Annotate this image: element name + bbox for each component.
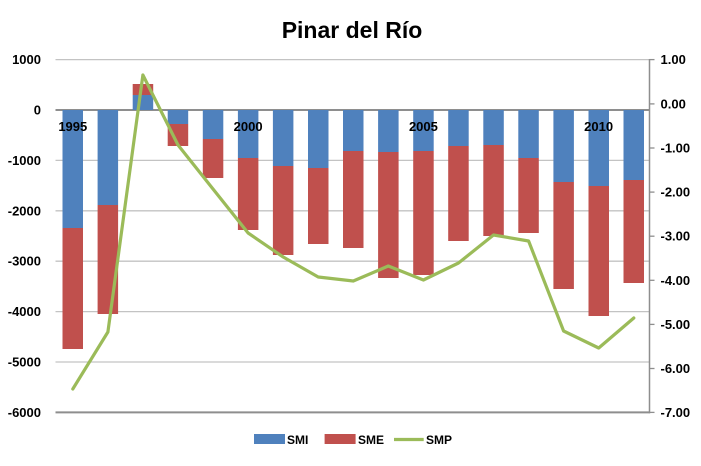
svg-text:-2.00: -2.00 (661, 185, 691, 200)
svg-text:2010: 2010 (584, 119, 613, 134)
svg-text:-2000: -2000 (8, 203, 41, 218)
svg-text:-1000: -1000 (8, 153, 41, 168)
svg-text:-6000: -6000 (8, 405, 41, 420)
svg-text:-3.00: -3.00 (661, 229, 691, 244)
svg-text:-6.00: -6.00 (661, 361, 691, 376)
svg-text:-4.00: -4.00 (661, 273, 691, 288)
svg-text:2005: 2005 (409, 119, 438, 134)
svg-text:SMP: SMP (426, 433, 452, 447)
svg-text:-5.00: -5.00 (661, 317, 691, 332)
svg-text:2000: 2000 (234, 119, 263, 134)
svg-text:1.00: 1.00 (661, 52, 686, 67)
svg-text:Pinar del Río: Pinar del Río (282, 17, 423, 43)
svg-text:SMI: SMI (287, 433, 308, 447)
svg-text:0: 0 (34, 103, 41, 118)
svg-text:-5000: -5000 (8, 355, 41, 370)
svg-text:1995: 1995 (58, 119, 87, 134)
svg-text:-1.00: -1.00 (661, 141, 691, 156)
svg-text:0.00: 0.00 (661, 96, 686, 111)
svg-text:SME: SME (358, 433, 384, 447)
svg-text:1000: 1000 (12, 52, 41, 67)
svg-text:-3000: -3000 (8, 254, 41, 269)
svg-text:-7.00: -7.00 (661, 405, 691, 420)
svg-text:-4000: -4000 (8, 304, 41, 319)
